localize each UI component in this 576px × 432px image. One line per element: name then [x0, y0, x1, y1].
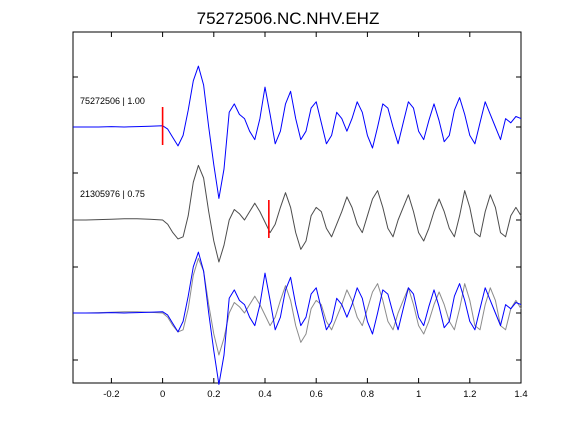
x-tick-label: 0.4	[258, 389, 271, 400]
x-tick-label: 0.8	[361, 389, 374, 400]
pick-markers	[161, 107, 270, 238]
x-tick-label: 0.6	[310, 389, 323, 400]
x-tick-label: 0.2	[207, 389, 220, 400]
y-tick-marks	[73, 76, 521, 361]
trace-labels: 75272506 | 1.00 21305976 | 0.75	[80, 96, 145, 199]
waveform-template-line	[73, 251, 522, 385]
plot-frame	[72, 31, 522, 384]
waveform-match-line	[73, 164, 522, 263]
x-tick-label: 0	[160, 389, 165, 400]
x-tick-label: 1.4	[514, 389, 527, 400]
trace-label: 21305976 | 0.75	[80, 189, 145, 199]
waveform-traces	[73, 65, 522, 385]
x-tick-label: 1	[416, 389, 421, 400]
trace-label: 75272506 | 1.00	[80, 96, 145, 106]
x-tick-label: -0.2	[103, 389, 119, 400]
chart-title: 75272506.NC.NHV.EHZ	[197, 9, 380, 28]
waveform-match-line	[73, 257, 522, 356]
waveform-template-line	[73, 65, 522, 199]
x-axis: -0.2 0 0.2 0.4 0.6 0.8 1 1.2 1.4	[103, 32, 528, 400]
x-tick-label: 1.2	[463, 389, 476, 400]
